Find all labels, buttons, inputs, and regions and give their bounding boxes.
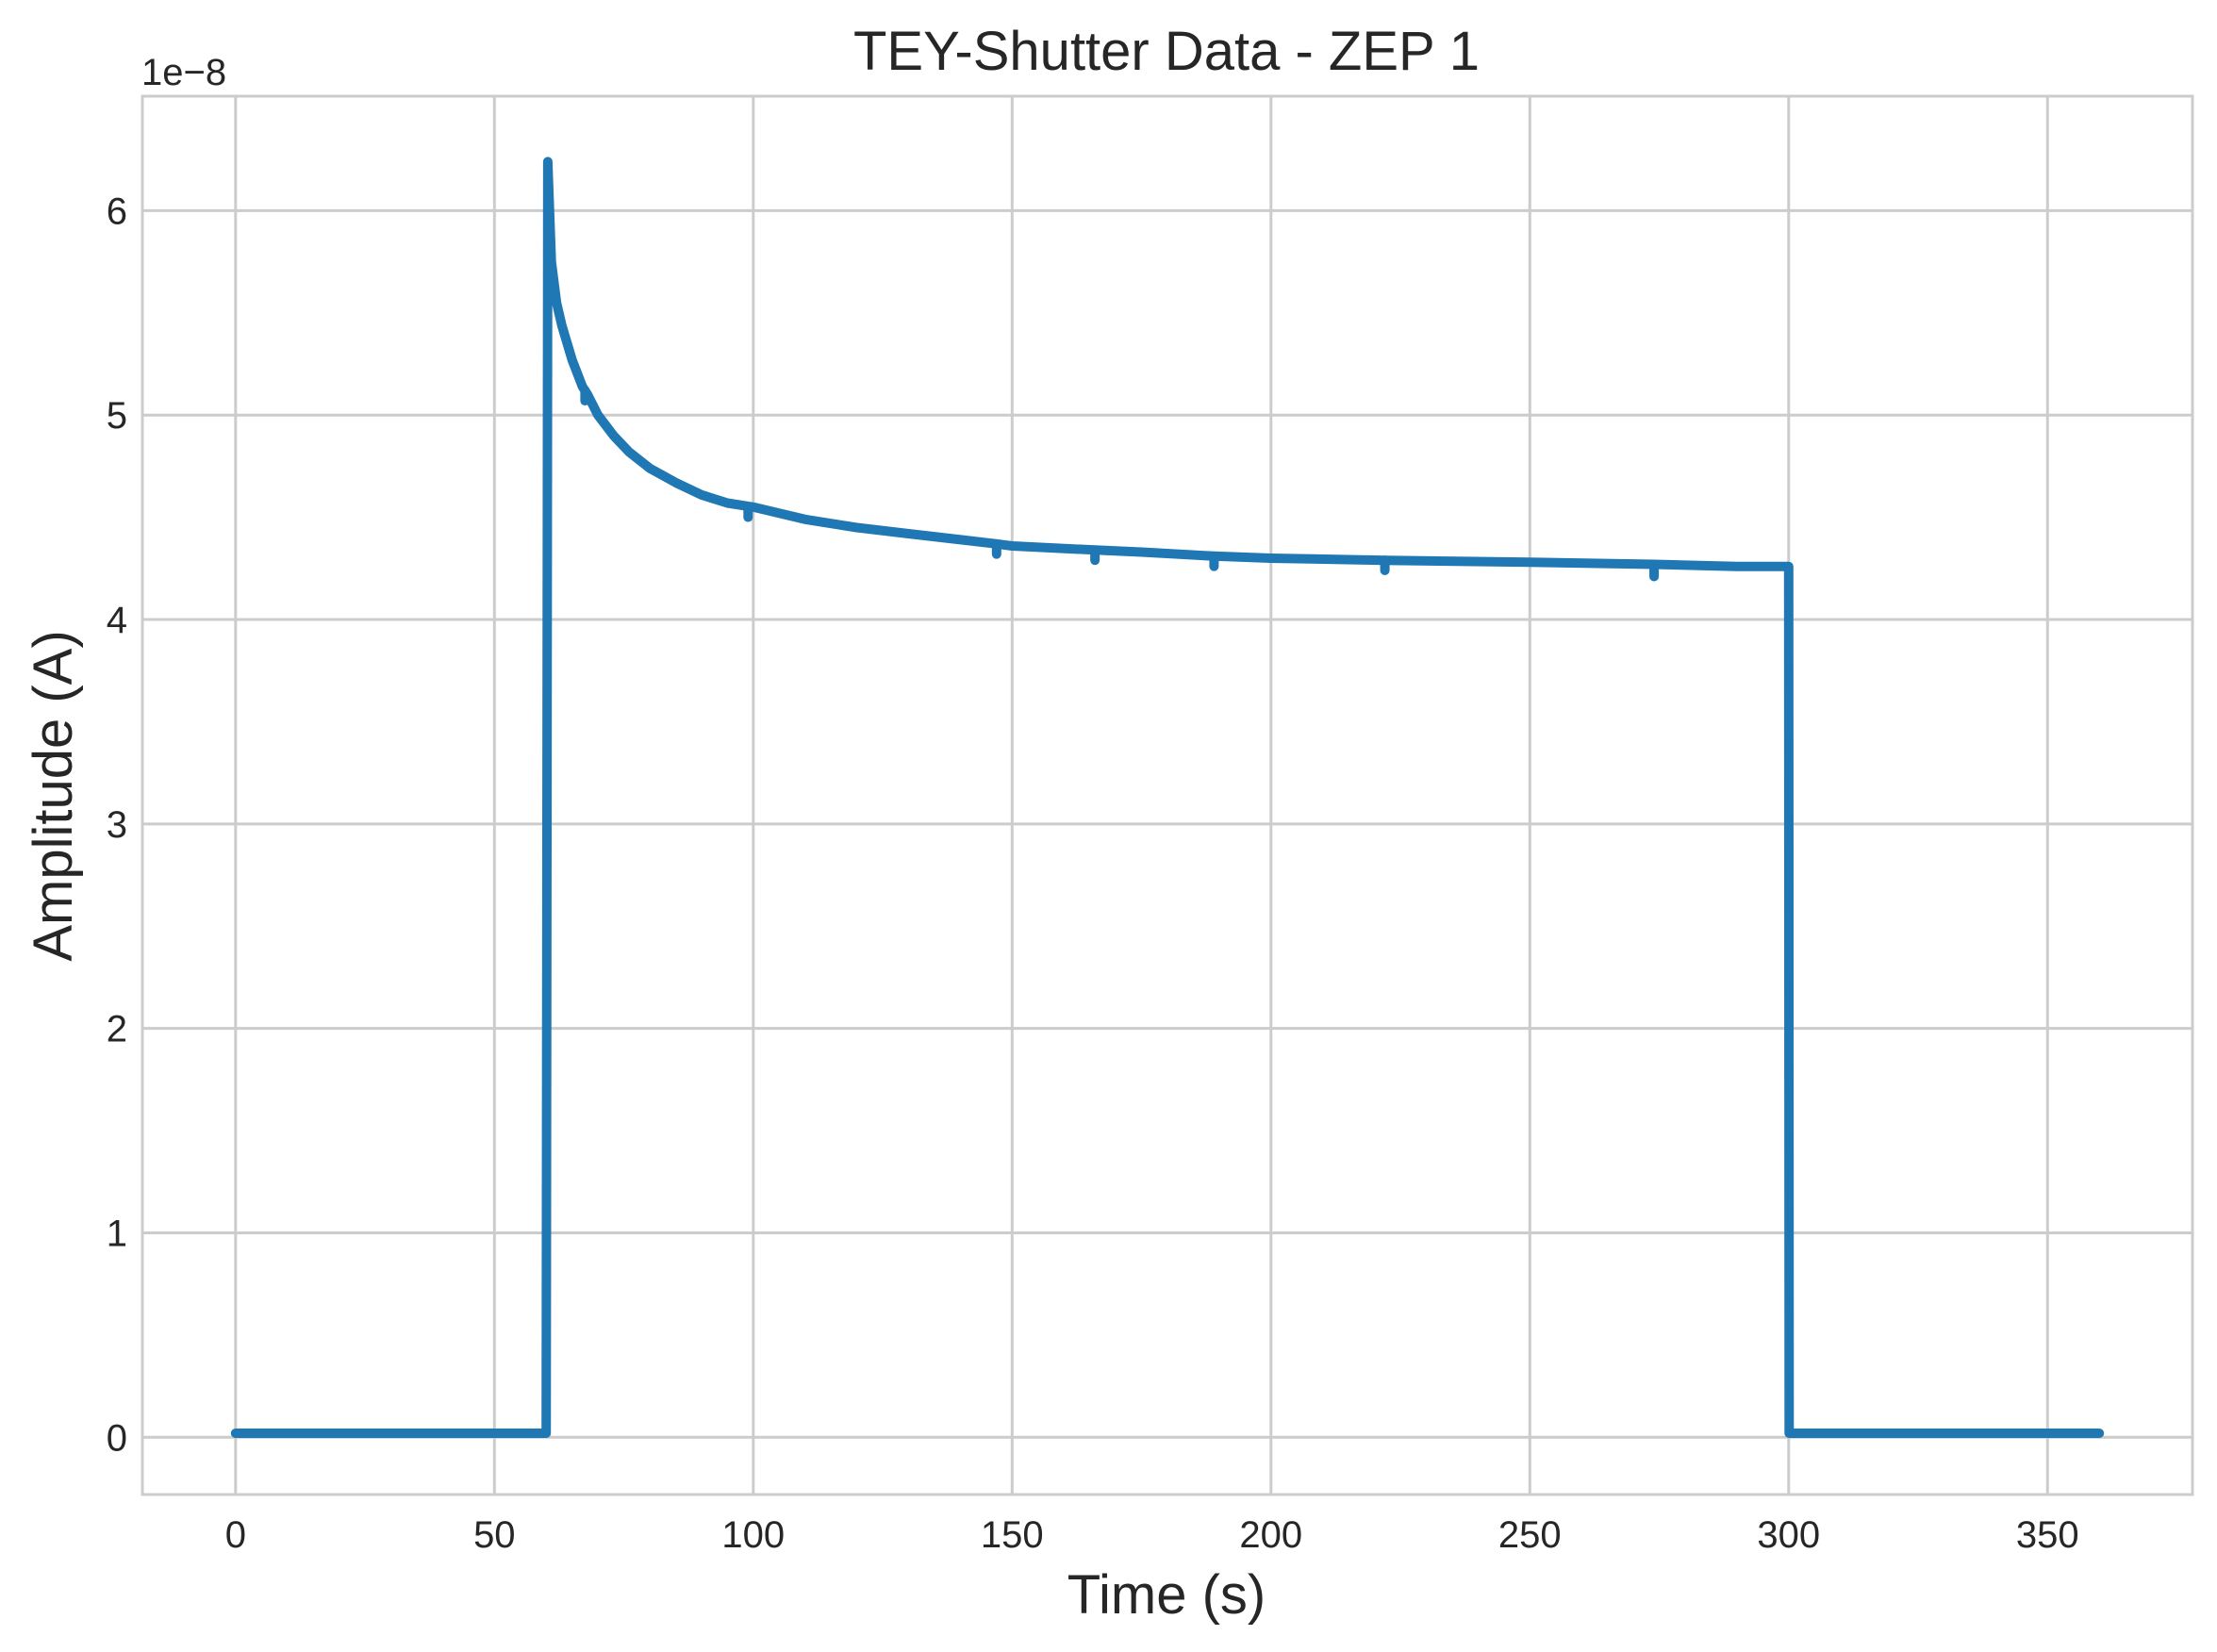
x-tick-label: 100 — [721, 1514, 785, 1556]
x-tick-label: 250 — [1498, 1514, 1562, 1556]
x-tick-label: 350 — [2016, 1514, 2079, 1556]
x-tick-label: 300 — [1757, 1514, 1820, 1556]
plot-frame — [141, 94, 2194, 1496]
y-offset-label: 1e−8 — [141, 52, 226, 93]
y-tick-label: 3 — [107, 804, 127, 846]
y-tick-label: 0 — [107, 1417, 127, 1459]
series-layer — [230, 157, 2105, 1438]
x-tick-label: 0 — [225, 1514, 246, 1556]
y-tick-label: 1 — [107, 1213, 127, 1254]
x-tick-label: 200 — [1239, 1514, 1302, 1556]
x-tick-label: 150 — [981, 1514, 1044, 1556]
x-tick-label: 50 — [473, 1514, 516, 1556]
y-axis-label: Amplitude (A) — [23, 630, 84, 961]
x-axis-label: Time (s) — [1067, 1564, 1266, 1626]
y-tick-label: 5 — [107, 395, 127, 437]
y-tick-label: 2 — [107, 1009, 127, 1050]
x-tick-labels: 0 50 100 150 200 250 300 350 — [225, 1514, 2079, 1556]
y-tick-label: 6 — [107, 190, 127, 232]
series-line — [230, 157, 2105, 1438]
y-tick-label: 4 — [107, 600, 127, 641]
x-gridlines — [234, 96, 2049, 1495]
chart-title: TEY-Shutter Data - ZEP 1 — [853, 21, 1480, 82]
y-tick-labels: 0 1 2 3 4 5 6 — [107, 190, 127, 1459]
y-gridlines — [142, 208, 2192, 1439]
